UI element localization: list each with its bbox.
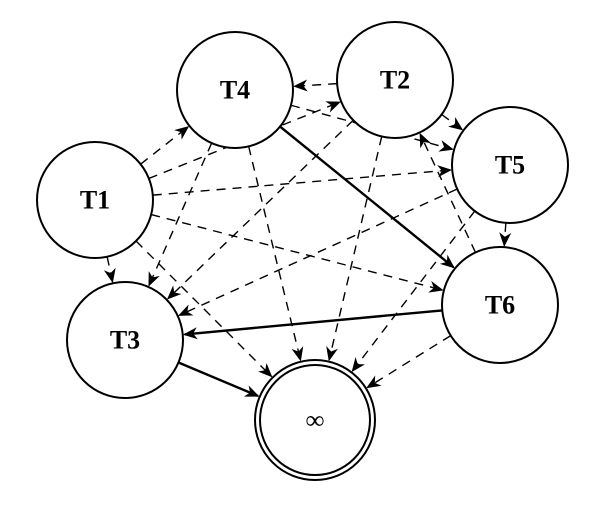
edge-T5-T6 xyxy=(504,223,506,245)
node-T3: T3 xyxy=(67,282,183,398)
node-label: T1 xyxy=(80,186,110,215)
node-T2: T2 xyxy=(337,22,453,138)
node-label: T4 xyxy=(220,76,250,105)
node-T4: T4 xyxy=(177,32,293,148)
edge-T2-INF xyxy=(329,136,382,359)
node-T1: T1 xyxy=(37,142,153,258)
node-label: T2 xyxy=(380,66,410,95)
network-diagram: T1 T2 T3 T4 T5 T6 ∞ xyxy=(0,0,600,509)
node-label: ∞ xyxy=(306,406,325,435)
node-T6: T6 xyxy=(442,247,558,363)
edge-T4-T6 xyxy=(280,127,453,268)
node-layer: T1 T2 T3 T4 T5 T6 ∞ xyxy=(37,22,568,480)
edge-T4-T3 xyxy=(149,143,211,285)
node-label: T3 xyxy=(110,326,140,355)
node-label: T5 xyxy=(495,151,525,180)
edge-T1-T6 xyxy=(151,215,442,290)
edge-T1-T3 xyxy=(107,257,112,282)
edge-T2-T5 xyxy=(442,114,462,129)
edge-T3-INF xyxy=(178,363,257,396)
edge-T6-T3 xyxy=(185,310,443,334)
edge-T2-T4 xyxy=(295,84,337,87)
node-INF: ∞ xyxy=(255,360,375,480)
node-label: T6 xyxy=(485,291,515,320)
edge-T5-T3 xyxy=(180,189,458,315)
edge-T6-INF xyxy=(368,336,451,388)
edge-T1-T4 xyxy=(141,127,188,164)
node-T5: T5 xyxy=(452,107,568,223)
edge-T2-T3 xyxy=(168,120,353,298)
